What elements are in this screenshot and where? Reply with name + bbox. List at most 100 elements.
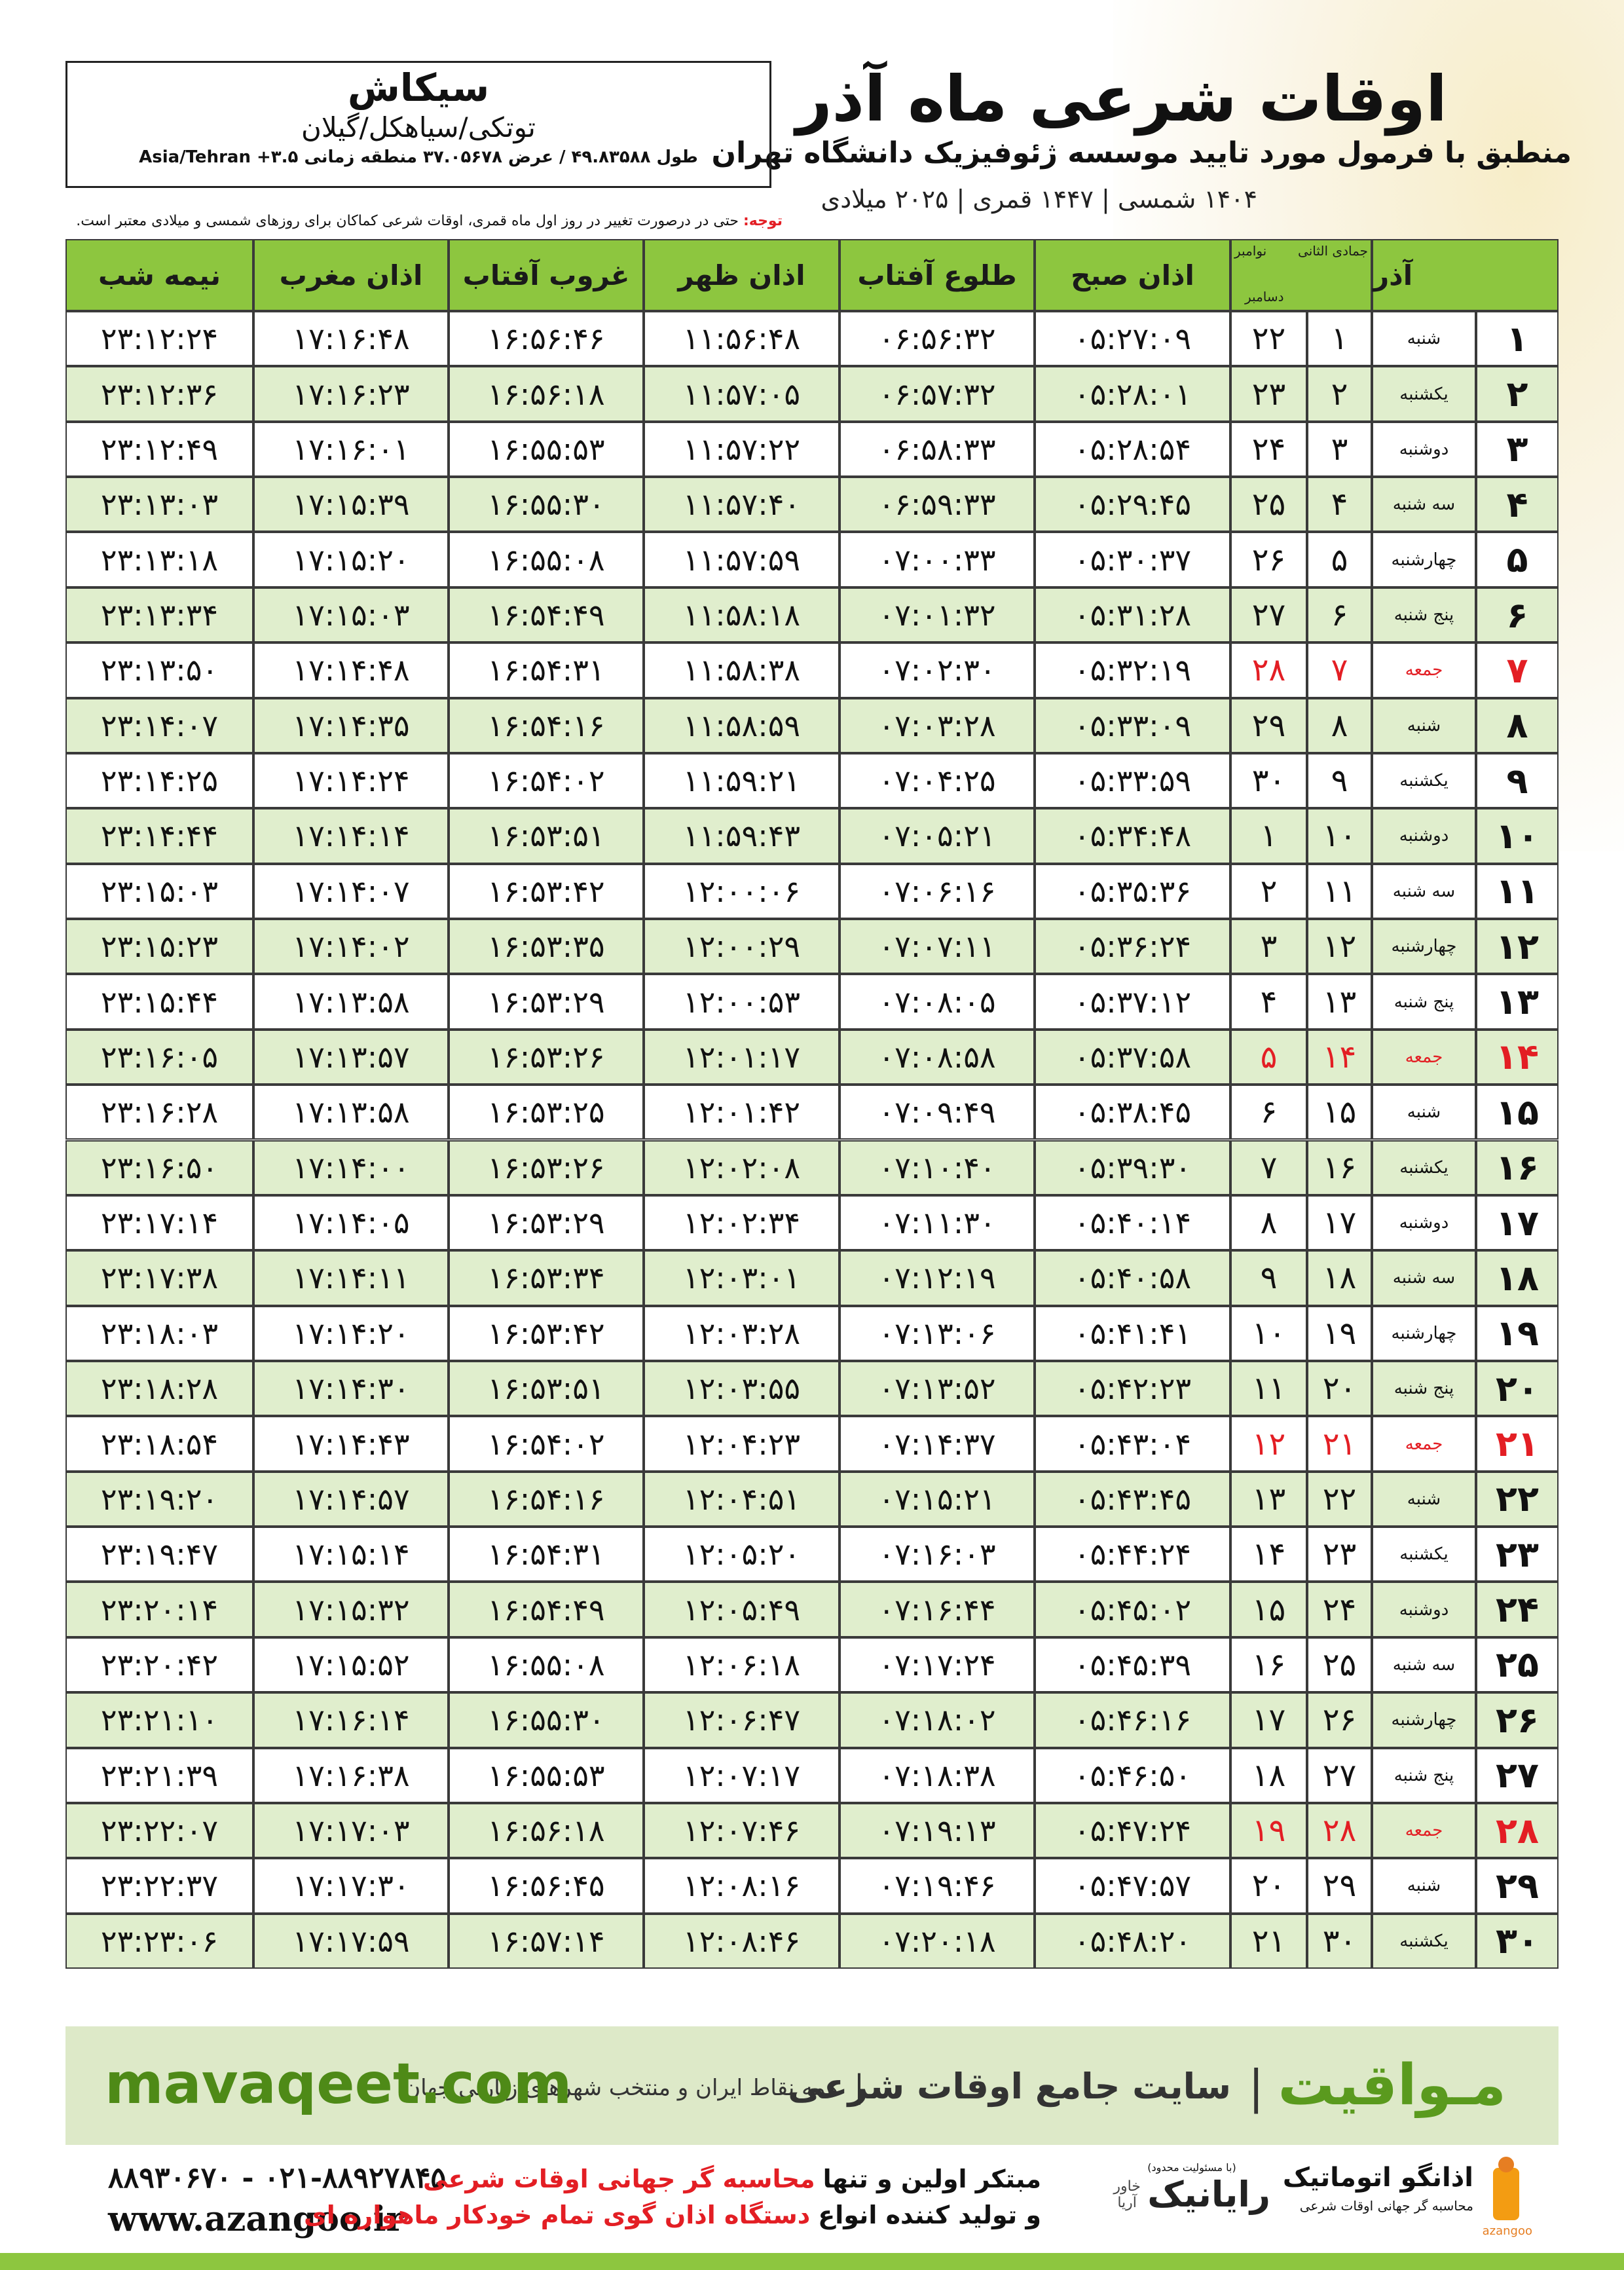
midnight: ۲۳:۲۱:۱۰ [65, 1692, 253, 1748]
banner: مـواقیت | سایت جامع اوقات شرعی | همه نقا… [65, 2026, 1559, 2145]
gregorian-day: ۱۸ [1230, 1747, 1307, 1803]
hijri-day: ۸ [1307, 698, 1372, 753]
hijri-day: ۲۲ [1307, 1471, 1372, 1527]
maghrib: ۱۷:۱۴:۱۴ [253, 808, 449, 864]
gregorian-day: ۲۷ [1230, 587, 1307, 643]
logo-icon [1493, 2157, 1519, 2220]
hijri-day: ۷ [1307, 642, 1372, 698]
midnight: ۲۳:۱۵:۴۴ [65, 974, 253, 1030]
sunrise: ۰۷:۰۴:۲۵ [840, 753, 1035, 809]
fajr: ۰۵:۳۳:۵۹ [1035, 753, 1230, 809]
website[interactable]: www.azangoo.ir [108, 2199, 404, 2239]
dhuhr: ۱۲:۰۷:۱۷ [644, 1747, 840, 1803]
bottom-bar [0, 2253, 1624, 2270]
header-calendars: جمادی الثانی نوامبر دسامبر [1230, 239, 1372, 311]
hijri-day: ۱ [1307, 311, 1372, 367]
midnight: ۲۳:۲۲:۰۷ [65, 1802, 253, 1859]
logo-rayanik: (با مسئولیت محدود) رایانیک خاور آریا [1113, 2161, 1270, 2233]
gregorian-day: ۲۹ [1230, 698, 1307, 753]
region: توتکی/سیاهکل/گیلان [301, 111, 536, 143]
sunset: ۱۶:۵۳:۴۲ [449, 1305, 644, 1361]
footer-text: و تولید کننده انواع [818, 2201, 1041, 2229]
hijri-day: ۲ [1307, 366, 1372, 422]
location-box: سیکاش توتکی/سیاهکل/گیلان طول ۴۹.۸۳۵۸۸ / … [65, 61, 771, 188]
sunset: ۱۶:۵۴:۰۲ [449, 753, 644, 809]
sunset: ۱۶:۵۴:۴۹ [449, 1582, 644, 1637]
hijri-day: ۵ [1307, 532, 1372, 587]
dhuhr: ۱۱:۵۶:۴۸ [644, 311, 840, 367]
weekday: یکشنبه [1372, 1140, 1476, 1195]
fajr: ۰۵:۴۵:۰۲ [1035, 1582, 1230, 1637]
fajr: ۰۵:۴۷:۲۴ [1035, 1802, 1230, 1859]
weekday: پنج شنبه [1372, 1360, 1476, 1417]
sunset: ۱۶:۵۷:۱۴ [449, 1913, 644, 1969]
gregorian-day: ۱۱ [1230, 1360, 1307, 1417]
maghrib: ۱۷:۱۳:۵۸ [253, 974, 449, 1030]
sunrise: ۰۷:۱۲:۱۹ [840, 1250, 1035, 1306]
midnight: ۲۳:۱۶:۵۰ [65, 1140, 253, 1195]
fajr: ۰۵:۲۸:۰۱ [1035, 366, 1230, 422]
weekday: جمعه [1372, 1416, 1476, 1472]
midnight: ۲۳:۱۴:۰۷ [65, 698, 253, 753]
gregorian-day: ۱۵ [1230, 1582, 1307, 1637]
fajr: ۰۵:۴۷:۵۷ [1035, 1858, 1230, 1914]
maghrib: ۱۷:۱۴:۴۳ [253, 1416, 449, 1472]
midnight: ۲۳:۲۰:۴۲ [65, 1637, 253, 1693]
url[interactable]: mavaqeet.com [105, 2051, 572, 2117]
title: اوقات شرعی ماه آذر [796, 62, 1447, 136]
weekday: یکشنبه [1372, 366, 1476, 422]
day-number: ۸ [1476, 698, 1559, 753]
sunrise: ۰۷:۱۱:۳۰ [840, 1195, 1035, 1251]
footer-highlight: محاسبه گر جهانی اوقات شرعی [423, 2165, 815, 2193]
dhuhr: ۱۲:۰۱:۴۲ [644, 1085, 840, 1140]
midnight: ۲۳:۱۴:۲۵ [65, 753, 253, 809]
day-number: ۲۵ [1476, 1637, 1559, 1693]
weekday: جمعه [1372, 642, 1476, 698]
hijri-day: ۲۱ [1307, 1416, 1372, 1472]
dhuhr: ۱۲:۰۸:۴۶ [644, 1913, 840, 1969]
day-number: ۲۰ [1476, 1360, 1559, 1417]
dates: ۱۴۰۴ شمسی | ۱۴۴۷ قمری | ۲۰۲۵ میلادی [821, 185, 1257, 214]
sunrise: ۰۷:۰۹:۴۹ [840, 1085, 1035, 1140]
logo-latin: azangoo [1482, 2224, 1532, 2238]
midnight: ۲۳:۱۲:۳۶ [65, 366, 253, 422]
fajr: ۰۵:۴۶:۵۰ [1035, 1747, 1230, 1803]
day-number: ۷ [1476, 642, 1559, 698]
sunrise: ۰۷:۲۰:۱۸ [840, 1913, 1035, 1969]
gregorian-day: ۲۶ [1230, 532, 1307, 587]
hijri-day: ۲۴ [1307, 1582, 1372, 1637]
day-number: ۱۴ [1476, 1029, 1559, 1085]
header-time: طلوع آفتاب [840, 239, 1035, 311]
maghrib: ۱۷:۱۳:۵۸ [253, 1085, 449, 1140]
note-text: حتی در درصورت تغییر در روز اول ماه قمری،… [76, 213, 739, 229]
weekday: یکشنبه [1372, 1913, 1476, 1969]
weekday: دوشنبه [1372, 1195, 1476, 1251]
day-number: ۲۱ [1476, 1416, 1559, 1472]
gregorian-day: ۲۰ [1230, 1858, 1307, 1914]
fajr: ۰۵:۴۲:۲۳ [1035, 1360, 1230, 1417]
maghrib: ۱۷:۱۵:۰۳ [253, 587, 449, 643]
note: توجه: حتی در درصورت تغییر در روز اول ماه… [65, 213, 783, 229]
fajr: ۰۵:۲۷:۰۹ [1035, 311, 1230, 367]
maghrib: ۱۷:۱۵:۵۲ [253, 1637, 449, 1693]
note-label: توجه: [743, 213, 783, 229]
sunset: ۱۶:۵۳:۲۹ [449, 974, 644, 1030]
sunset: ۱۶:۵۳:۵۱ [449, 808, 644, 864]
sunrise: ۰۶:۵۷:۳۲ [840, 366, 1035, 422]
tagline: سایت جامع اوقات شرعی [788, 2066, 1231, 2107]
weekday: چهارشنبه [1372, 532, 1476, 587]
logo-azangoo: اذانگو اتوماتیک محاسبه گر جهانی اوقات شر… [1283, 2155, 1532, 2240]
day-number: ۶ [1476, 587, 1559, 643]
gregorian-day: ۱۹ [1230, 1802, 1307, 1859]
sunrise: ۰۷:۱۸:۳۸ [840, 1747, 1035, 1803]
gregorian-day: ۹ [1230, 1250, 1307, 1306]
header-calendar-name: نوامبر [1234, 243, 1267, 259]
header-time: اذان صبح [1035, 239, 1230, 311]
weekday: چهارشنبه [1372, 1692, 1476, 1748]
sunset: ۱۶:۵۳:۲۵ [449, 1085, 644, 1140]
dhuhr: ۱۱:۵۸:۳۸ [644, 642, 840, 698]
dhuhr: ۱۲:۰۶:۱۸ [644, 1637, 840, 1693]
day-number: ۴ [1476, 477, 1559, 532]
hijri-day: ۲۸ [1307, 1802, 1372, 1859]
gregorian-day: ۴ [1230, 974, 1307, 1030]
